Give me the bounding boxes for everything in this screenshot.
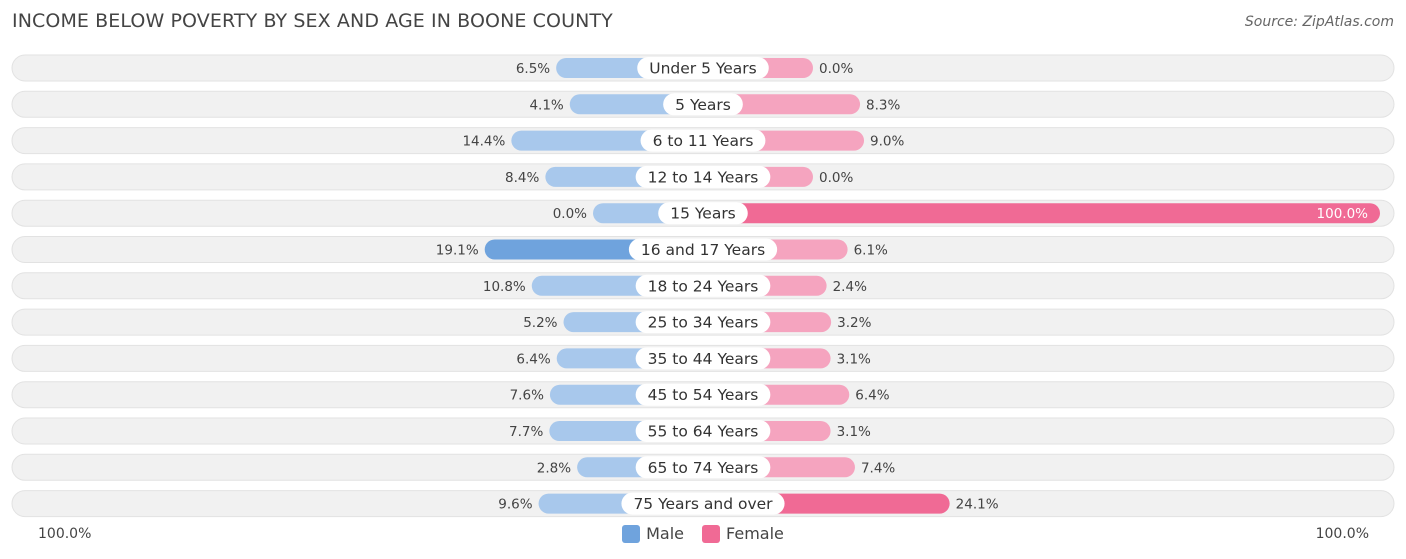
- value-label-female: 100.0%: [1317, 206, 1369, 222]
- category-label: 6 to 11 Years: [653, 132, 754, 150]
- chart-row: 18 to 24 Years 10.8% 2.4%: [11, 272, 1395, 300]
- chart-row: 5 Years 4.1% 8.3%: [11, 90, 1395, 118]
- category-label: 15 Years: [670, 205, 736, 223]
- value-label-female: 3.1%: [837, 351, 871, 367]
- value-label-female: 3.1%: [837, 424, 871, 440]
- category-label: 5 Years: [675, 96, 731, 114]
- value-label-male: 10.8%: [483, 279, 526, 295]
- chart-row: 12 to 14 Years 8.4% 0.0%: [11, 163, 1395, 191]
- legend-swatch-female: [702, 524, 721, 543]
- value-label-female: 9.0%: [870, 134, 904, 150]
- category-pill: [640, 129, 766, 152]
- value-label-male: 8.4%: [505, 170, 539, 186]
- value-label-male: 7.6%: [510, 388, 544, 404]
- chart-area: Under 5 Years 6.5% 0.0% 5 Years 4.1% 8.3% 6 to…: [11, 54, 1395, 518]
- value-label-male: 7.7%: [509, 424, 543, 440]
- chart-row: 25 to 34 Years 5.2% 3.2%: [11, 308, 1395, 336]
- legend-item-male: Male: [622, 524, 684, 543]
- category-pill: [635, 456, 771, 479]
- value-label-male: 4.1%: [529, 97, 563, 113]
- category-pill: [663, 93, 743, 116]
- category-pill: [628, 238, 778, 261]
- category-pill: [635, 383, 771, 406]
- category-pill: [635, 311, 771, 334]
- legend-item-female: Female: [702, 524, 784, 543]
- legend-swatch-male: [622, 524, 641, 543]
- category-pill: [635, 347, 771, 370]
- legend: Male Female: [0, 524, 1406, 543]
- value-label-female: 0.0%: [819, 61, 853, 77]
- value-label-male: 6.4%: [516, 351, 550, 367]
- category-label: 75 Years and over: [633, 495, 773, 513]
- category-pill: [621, 492, 785, 515]
- chart-row: 15 Years 0.0% 100.0%: [11, 199, 1395, 227]
- chart-row: Under 5 Years 6.5% 0.0%: [11, 54, 1395, 82]
- axis-left-label: 100.0%: [38, 526, 92, 542]
- category-pill: [637, 57, 769, 79]
- value-label-female: 6.4%: [855, 388, 889, 404]
- category-label: 18 to 24 Years: [648, 277, 759, 295]
- category-label: 55 to 64 Years: [648, 423, 759, 441]
- chart-row: 45 to 54 Years 7.6% 6.4%: [11, 381, 1395, 409]
- value-label-male: 5.2%: [523, 315, 557, 331]
- category-pill: [635, 165, 771, 188]
- category-pill: [658, 202, 748, 225]
- value-label-male: 0.0%: [553, 206, 587, 222]
- chart-row: 6 to 11 Years 14.4% 9.0%: [11, 127, 1395, 155]
- chart-title: INCOME BELOW POVERTY BY SEX AND AGE IN B…: [12, 10, 613, 32]
- legend-label-male: Male: [646, 524, 685, 543]
- category-pill: [635, 274, 771, 297]
- value-label-female: 8.3%: [866, 97, 900, 113]
- category-label: 45 to 54 Years: [648, 386, 759, 404]
- category-label: 16 and 17 Years: [641, 241, 765, 259]
- value-label-male: 19.1%: [436, 243, 479, 259]
- bar-female: [703, 94, 861, 115]
- value-label-male: 14.4%: [462, 134, 505, 150]
- value-label-female: 3.2%: [837, 315, 871, 331]
- legend-label-female: Female: [726, 524, 784, 543]
- chart-row: 75 Years and over 9.6% 24.1%: [11, 490, 1395, 518]
- bar-female: [703, 203, 1380, 224]
- value-label-female: 0.0%: [819, 170, 853, 186]
- value-label-female: 7.4%: [861, 460, 895, 476]
- value-label-female: 6.1%: [854, 243, 888, 259]
- chart-row: 16 and 17 Years 19.1% 6.1%: [11, 236, 1395, 263]
- value-label-male: 2.8%: [537, 460, 571, 476]
- category-label: 12 to 14 Years: [648, 168, 759, 186]
- source-label: Source: ZipAtlas.com: [1244, 14, 1394, 30]
- chart-row: 55 to 64 Years 7.7% 3.1%: [11, 417, 1395, 445]
- chart-row: 65 to 74 Years 2.8% 7.4%: [11, 453, 1395, 481]
- value-label-female: 24.1%: [956, 497, 999, 513]
- value-label-male: 6.5%: [516, 61, 550, 77]
- category-pill: [635, 420, 771, 442]
- category-label: 25 to 34 Years: [648, 314, 759, 332]
- category-label: 35 to 44 Years: [648, 350, 759, 368]
- category-label: 65 to 74 Years: [648, 459, 759, 477]
- value-label-female: 2.4%: [833, 279, 867, 295]
- axis-right-label: 100.0%: [1315, 526, 1369, 542]
- value-label-male: 9.6%: [498, 497, 532, 513]
- category-label: Under 5 Years: [649, 60, 757, 78]
- chart-row: 35 to 44 Years 6.4% 3.1%: [11, 344, 1395, 372]
